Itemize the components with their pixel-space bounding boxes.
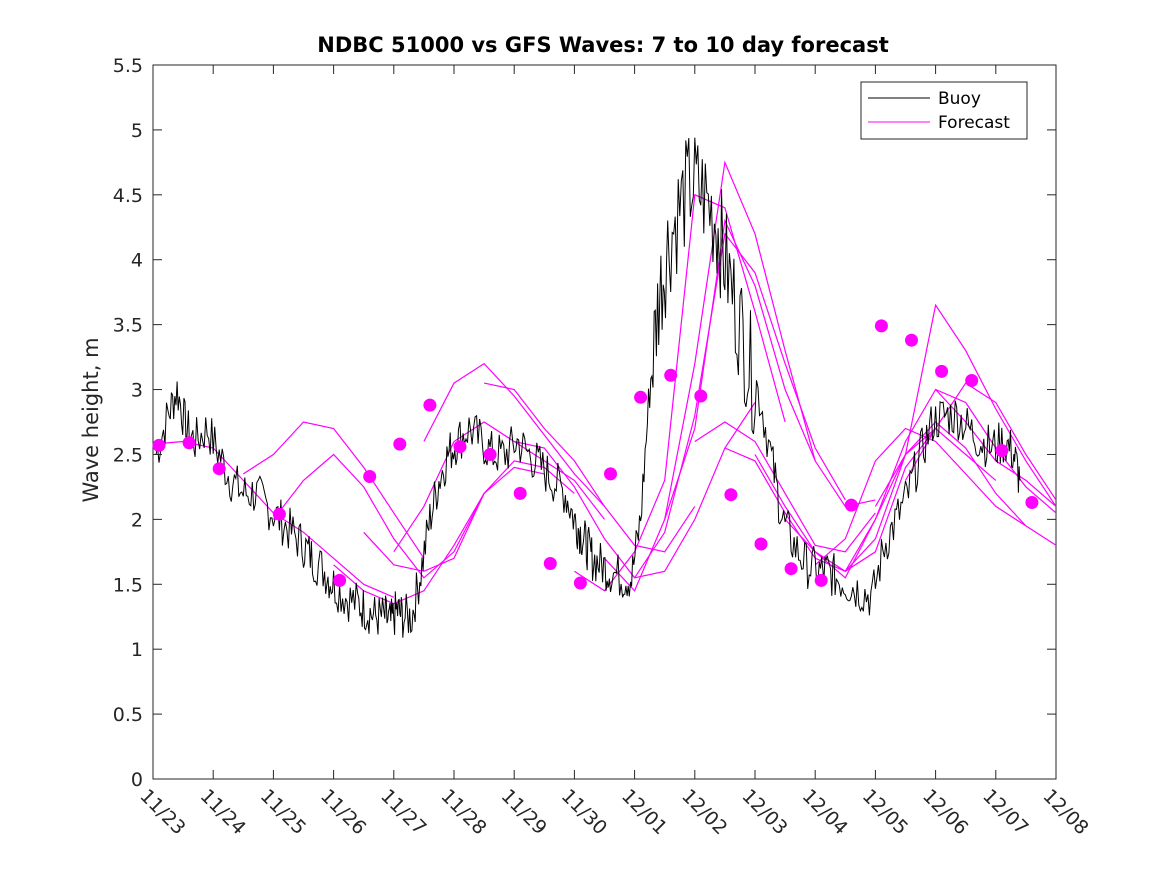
forecast-line <box>393 421 605 553</box>
y-tick-label: 4 <box>131 250 143 272</box>
forecast-marker <box>272 507 286 521</box>
forecast-line <box>242 421 425 559</box>
forecast-marker <box>814 573 828 587</box>
forecast-marker <box>965 374 979 387</box>
forecast-marker <box>634 390 648 404</box>
y-tick-label: 2.5 <box>113 444 143 466</box>
forecast-marker <box>724 488 738 502</box>
forecast-marker <box>844 498 858 512</box>
legend-label-forecast: Forecast <box>938 113 1010 133</box>
forecast-marker <box>784 562 798 576</box>
forecast-marker <box>543 557 557 570</box>
forecast-marker <box>694 389 708 403</box>
y-axis-label: Wave height, m <box>79 337 103 502</box>
forecast-marker <box>874 319 888 333</box>
y-tick-label: 1 <box>131 639 143 661</box>
forecast-marker <box>1025 496 1039 509</box>
forecast-line <box>904 382 1057 501</box>
y-tick-label: 0.5 <box>113 704 143 726</box>
y-tick-label: 1.5 <box>113 574 143 596</box>
forecast-marker <box>182 436 196 450</box>
forecast-marker <box>935 364 949 378</box>
forecast-marker <box>573 576 587 590</box>
forecast-line <box>333 466 545 605</box>
forecast-marker <box>152 438 166 452</box>
plot-area <box>152 64 1057 780</box>
forecast-marker <box>363 470 377 483</box>
forecast-marker <box>212 462 226 476</box>
legend: Buoy Forecast <box>860 81 1028 140</box>
forecast-marker <box>423 398 437 412</box>
forecast-line <box>423 362 605 507</box>
forecast-marker <box>995 444 1009 458</box>
forecast-line <box>694 421 876 553</box>
y-tick-label: 3 <box>131 380 143 402</box>
forecast-marker <box>333 573 347 587</box>
forecast-marker <box>483 448 497 461</box>
axes-box <box>152 64 1057 780</box>
legend-box <box>860 81 1028 140</box>
forecast-line <box>935 389 1057 507</box>
forecast-marker <box>905 333 918 347</box>
legend-label-buoy: Buoy <box>938 89 981 109</box>
forecast-line <box>844 388 1057 572</box>
y-tick-label: 4.5 <box>113 185 143 207</box>
forecast-line <box>483 382 696 553</box>
forecast-marker <box>513 486 527 500</box>
forecast-line <box>814 427 1057 566</box>
forecast-line <box>874 303 1057 507</box>
y-tick-label: 2 <box>131 509 143 531</box>
forecast-marker <box>664 368 678 382</box>
chart-title: NDBC 51000 vs GFS Waves: 7 to 10 day for… <box>317 33 888 57</box>
buoy-line <box>155 137 1021 638</box>
forecast-marker <box>453 440 467 454</box>
forecast-line <box>363 460 575 572</box>
y-axis: 0 0.5 1 1.5 2 2.5 3 3.5 4 4.5 5 5.5 <box>113 55 1056 791</box>
forecast-marker <box>754 537 768 551</box>
y-tick-label: 3.5 <box>113 315 143 337</box>
forecast-line <box>604 160 816 592</box>
y-tick-label: 5.5 <box>113 55 143 77</box>
forecast-marker <box>604 467 617 481</box>
forecast-marker <box>393 437 407 451</box>
y-tick-label: 0 <box>131 769 143 791</box>
forecast-line <box>272 453 485 579</box>
y-tick-label: 5 <box>131 120 143 142</box>
